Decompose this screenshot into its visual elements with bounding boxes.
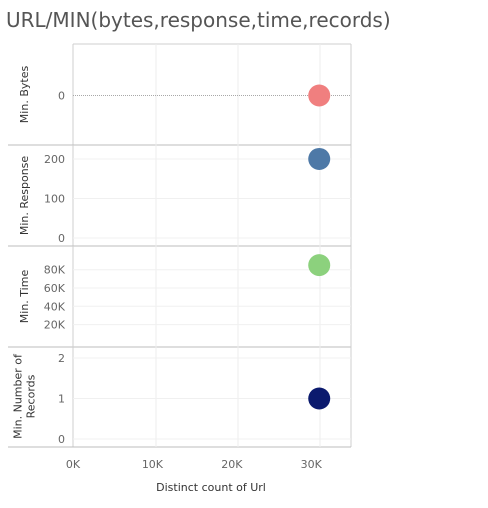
row-label-time: Min. Time (18, 270, 31, 324)
panel-records: 0 1 2 Min. Number ofRecords (8, 346, 352, 448)
y-tick-label: 2 (58, 352, 65, 365)
data-point-time[interactable] (308, 254, 331, 277)
y-tick-label: 60K (44, 282, 66, 295)
x-axis-label: Distinct count of Url (156, 481, 266, 494)
panel-time: 20K 40K 60K 80K Min. Time (8, 246, 352, 348)
y-tick-label: 80K (44, 264, 66, 277)
x-tick-label: 10K (142, 458, 164, 471)
row-label-line: Min. Bytes (18, 66, 31, 124)
y-tick-label: 1 (58, 393, 65, 406)
data-point-bytes[interactable] (308, 84, 331, 107)
row-label-response: Min. Response (18, 156, 31, 236)
data-point-response[interactable] (308, 147, 331, 170)
x-tick-label: 0K (66, 458, 81, 471)
y-tick-label: 40K (44, 300, 66, 313)
row-label-bytes: Min. Bytes (18, 66, 31, 124)
row-label-line: Min. Response (18, 156, 31, 236)
y-tick-label: 0 (58, 232, 65, 245)
y-tick-label: 0 (58, 433, 65, 446)
panel-response: 0 100 200 Min. Response (8, 145, 352, 247)
y-tick-label: 200 (44, 153, 65, 166)
chart-title: URL/MIN(bytes,response,time,records) (6, 8, 391, 32)
y-tick-label: 20K (44, 319, 66, 332)
row-label-line: Min. Number of (12, 353, 25, 439)
data-point-records[interactable] (308, 387, 331, 410)
panel-bytes: 0 Min. Bytes (8, 43, 352, 146)
row-label-line: Records (25, 374, 38, 418)
x-tick-label: 30K (301, 458, 323, 471)
y-tick-label: 0 (58, 90, 65, 103)
y-tick-label: 100 (44, 192, 65, 205)
panels-group: 0 Min. Bytes 0 100 200 Min. Response 20K 40K 60K… (8, 43, 352, 448)
row-label-line: Min. Time (18, 270, 31, 324)
x-axis: 0K 10K 20K 30K (66, 458, 323, 471)
x-tick-label: 20K (221, 458, 243, 471)
row-label-records: Min. Number ofRecords (12, 353, 38, 439)
